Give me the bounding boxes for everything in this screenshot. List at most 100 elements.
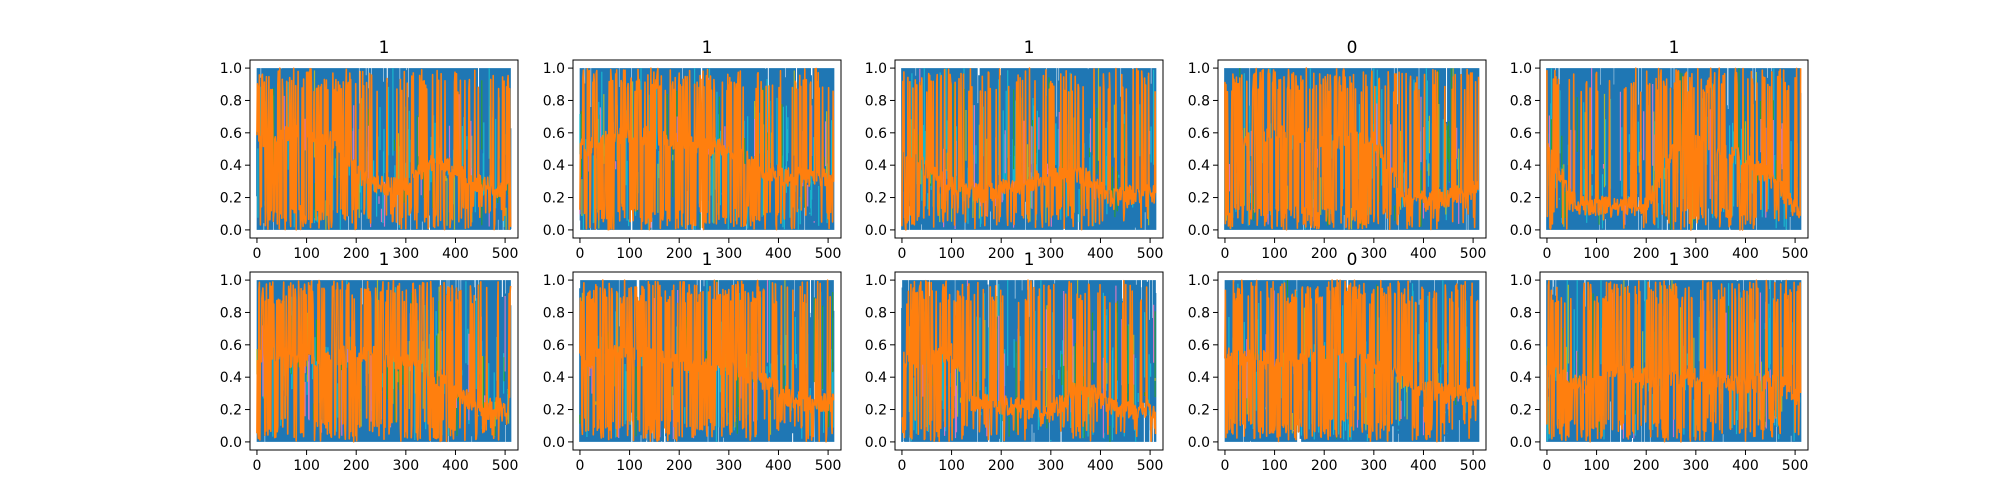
subplot-title: 1 [702, 250, 713, 270]
plot-area [256, 67, 512, 231]
series-orange [579, 67, 835, 231]
x-tick-label: 0 [897, 246, 906, 262]
y-tick-label: 0.0 [1510, 223, 1532, 239]
y-tick-label: 1.0 [865, 61, 887, 77]
y-tick-label: 0.2 [220, 191, 242, 207]
x-tick-label: 400 [1732, 458, 1759, 474]
y-tick-label: 0.6 [543, 126, 565, 142]
x-tick-label: 200 [988, 246, 1015, 262]
y-tick-label: 1.0 [220, 61, 242, 77]
x-tick-label: 400 [1087, 246, 1114, 262]
plot-area [579, 279, 835, 443]
y-tick-label: 0.4 [543, 158, 565, 174]
x-tick-label: 200 [343, 458, 370, 474]
plot-area [1546, 67, 1802, 231]
axes-frame [894, 59, 1164, 239]
subplot-title: 1 [1669, 38, 1680, 58]
y-tick-label: 0.8 [1510, 93, 1532, 109]
x-tick-label: 200 [666, 246, 693, 262]
y-tick-label: 0.4 [543, 370, 565, 386]
y-tick-label: 0.2 [1510, 403, 1532, 419]
y-tick-label: 0.4 [1510, 158, 1532, 174]
y-tick-label: 0.8 [1188, 93, 1210, 109]
x-tick-label: 0 [252, 458, 261, 474]
y-tick-label: 0.6 [543, 338, 565, 354]
series-orange [1546, 279, 1802, 443]
x-tick-label: 100 [293, 458, 320, 474]
y-tick-label: 1.0 [1188, 273, 1210, 289]
subplot-2: 0 100 200 300 400 500 0.0 0.2 0.4 0.6 0.8 1.0 1 [543, 38, 842, 262]
x-tick-label: 0 [897, 458, 906, 474]
plot-area [1224, 279, 1480, 443]
axes-frame [894, 271, 1164, 451]
x-tick-label: 0 [252, 246, 261, 262]
x-tick-label: 100 [1261, 246, 1288, 262]
y-tick-label: 0.8 [543, 93, 565, 109]
subplot-9: 0 100 200 300 400 500 0.0 0.2 0.4 0.6 0.8 1.0 0 [1188, 250, 1487, 474]
x-tick-label: 100 [616, 246, 643, 262]
y-tick-label: 0.6 [220, 338, 242, 354]
axes-frame [249, 271, 519, 451]
plot-area [901, 67, 1157, 231]
x-tick-label: 100 [938, 458, 965, 474]
x-tick-label: 400 [765, 458, 792, 474]
x-tick-label: 100 [616, 458, 643, 474]
x-tick-label: 200 [988, 458, 1015, 474]
y-tick-label: 0.6 [220, 126, 242, 142]
x-tick-label: 300 [715, 246, 742, 262]
y-tick-label: 0.8 [1510, 305, 1532, 321]
x-tick-label: 200 [1311, 246, 1338, 262]
y-tick-label: 0.6 [1188, 338, 1210, 354]
y-tick-label: 0.4 [865, 370, 887, 386]
series-orange [256, 67, 512, 231]
x-tick-label: 400 [442, 246, 469, 262]
plot-area [1224, 67, 1480, 231]
subplot-title: 1 [379, 38, 390, 58]
x-tick-label: 0 [1542, 458, 1551, 474]
subplot-title: 0 [1347, 38, 1358, 58]
plot-area [256, 279, 512, 443]
y-tick-label: 0.8 [865, 93, 887, 109]
plot-area [1546, 279, 1802, 443]
y-tick-label: 0.0 [1510, 435, 1532, 451]
y-tick-label: 0.2 [865, 403, 887, 419]
x-tick-label: 500 [1460, 246, 1487, 262]
axes-frame [572, 59, 842, 239]
axes-frame [1217, 59, 1487, 239]
y-tick-label: 0.0 [1188, 223, 1210, 239]
subplot-10: 0 100 200 300 400 500 0.0 0.2 0.4 0.6 0.8 1.0 1 [1510, 250, 1809, 474]
x-tick-label: 400 [442, 458, 469, 474]
plot-area [901, 279, 1157, 443]
series-orange [1224, 279, 1480, 443]
series-orange [901, 67, 1157, 231]
x-tick-label: 200 [666, 458, 693, 474]
x-tick-label: 300 [392, 246, 419, 262]
subplot-title: 1 [702, 38, 713, 58]
x-tick-label: 500 [1137, 458, 1164, 474]
subplot-8: 0 100 200 300 400 500 0.0 0.2 0.4 0.6 0.8 1.0 1 [865, 250, 1164, 474]
y-tick-label: 1.0 [865, 273, 887, 289]
subplot-3: 0 100 200 300 400 500 0.0 0.2 0.4 0.6 0.8 1.0 1 [865, 38, 1164, 262]
x-tick-label: 500 [492, 458, 519, 474]
subplot-4: 0 100 200 300 400 500 0.0 0.2 0.4 0.6 0.8 1.0 0 [1188, 38, 1487, 262]
x-tick-label: 300 [1037, 246, 1064, 262]
y-tick-label: 0.6 [1188, 126, 1210, 142]
y-tick-label: 0.4 [220, 158, 242, 174]
y-tick-label: 0.6 [865, 338, 887, 354]
subplot-title: 1 [1024, 38, 1035, 58]
y-tick-label: 0.4 [1188, 370, 1210, 386]
x-tick-label: 500 [1782, 458, 1809, 474]
x-tick-label: 0 [1542, 246, 1551, 262]
subplot-title: 1 [1024, 250, 1035, 270]
x-tick-label: 300 [392, 458, 419, 474]
subplot-5: 0 100 200 300 400 500 0.0 0.2 0.4 0.6 0.8 1.0 1 [1510, 38, 1809, 262]
x-tick-label: 0 [1220, 246, 1229, 262]
x-tick-label: 500 [1137, 246, 1164, 262]
y-tick-label: 0.0 [220, 223, 242, 239]
y-tick-label: 0.2 [543, 191, 565, 207]
subplot-title: 0 [1347, 250, 1358, 270]
y-tick-label: 1.0 [1188, 61, 1210, 77]
axes-frame [1539, 59, 1809, 239]
subplot-6: 0 100 200 300 400 500 0.0 0.2 0.4 0.6 0.8 1.0 1 [220, 250, 519, 474]
axes-frame [1539, 271, 1809, 451]
